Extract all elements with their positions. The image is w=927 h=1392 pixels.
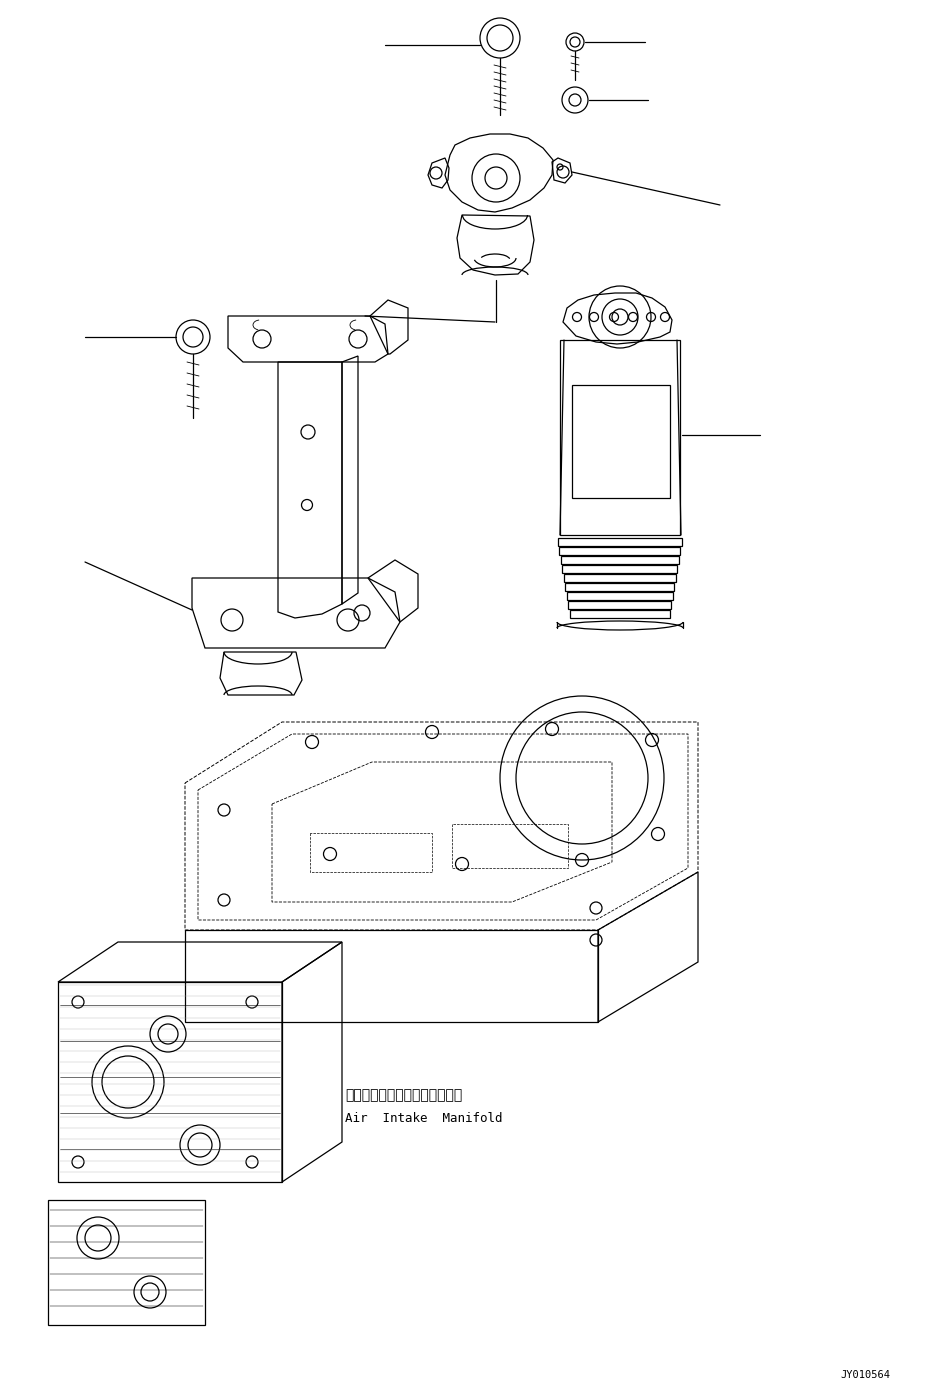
Text: Air  Intake  Manifold: Air Intake Manifold xyxy=(345,1111,502,1125)
Text: エアーインテークマニホールド: エアーインテークマニホールド xyxy=(345,1089,463,1102)
Text: JY010564: JY010564 xyxy=(840,1370,890,1379)
